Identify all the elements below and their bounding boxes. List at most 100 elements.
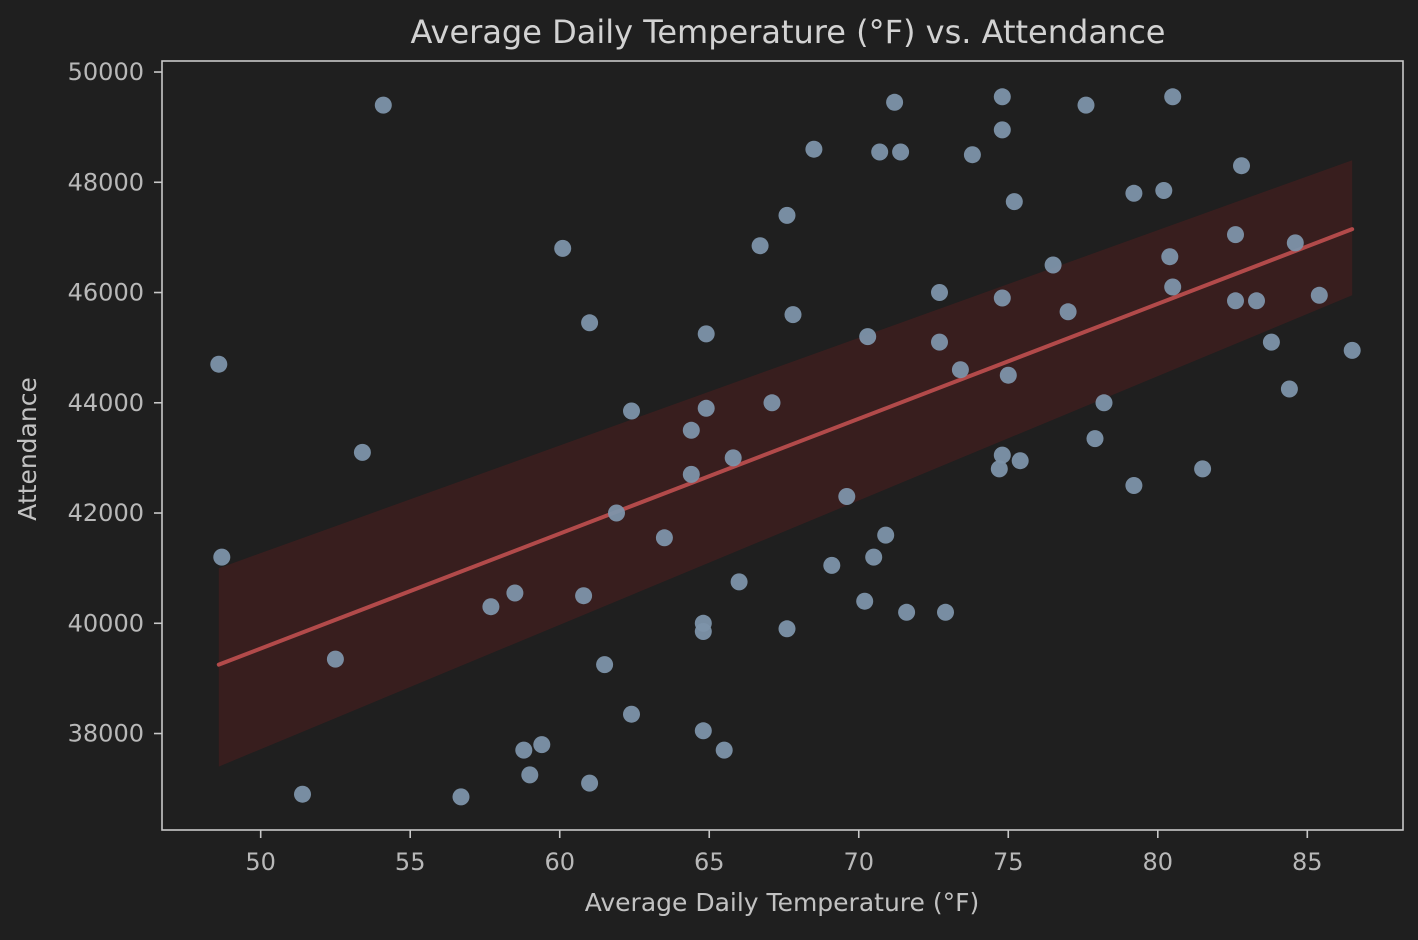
data-point-66 [1125,477,1143,494]
data-point-68 [1161,248,1179,266]
data-point-53 [993,88,1011,106]
data-point-48 [931,333,948,351]
data-point-51 [963,146,981,164]
y-tick-label-38000: 38000 [68,720,144,748]
data-point-15 [581,774,599,792]
data-point-76 [1262,333,1280,351]
data-point-10 [521,766,539,784]
data-point-22 [682,465,700,483]
data-point-37 [823,556,841,574]
data-point-73 [1227,292,1244,310]
data-point-43 [877,526,895,544]
y-axis-ticks: 38000 40000 42000 44000 46000 48000 50000 [68,58,162,748]
data-point-59 [1011,452,1029,470]
data-point-5 [374,96,392,114]
data-point-55 [993,289,1011,307]
x-tick-label-75: 75 [993,848,1024,876]
data-point-54 [993,121,1011,139]
x-tick-label-60: 60 [544,848,575,876]
data-point-80 [1343,341,1361,359]
data-point-30 [730,573,748,591]
data-point-12 [554,239,572,257]
x-tick-label-85: 85 [1292,848,1323,876]
data-point-52 [990,460,1008,478]
data-point-74 [1233,157,1250,175]
axes-frame [161,60,1404,831]
data-point-24 [694,623,712,640]
x-tick-label-50: 50 [245,848,276,876]
data-point-7 [482,598,500,616]
data-point-34 [778,620,796,638]
data-point-6 [452,788,470,806]
data-point-11 [533,736,551,754]
data-point-1 [213,548,231,566]
data-point-69 [1164,88,1182,106]
x-axis-label: Average Daily Temperature (°F) [585,888,980,917]
y-tick-label-48000: 48000 [68,168,144,196]
data-point-26 [697,325,715,343]
data-point-9 [515,741,533,759]
y-tick-label-44000: 44000 [68,389,144,417]
data-point-20 [655,529,673,547]
data-point-57 [999,366,1017,384]
x-tick-label-70: 70 [843,848,874,876]
data-point-42 [871,143,889,161]
data-point-8 [506,584,524,602]
data-point-4 [353,443,371,461]
y-tick-label-42000: 42000 [68,499,144,527]
x-tick-label-80: 80 [1143,848,1174,876]
regression-line-layer [216,227,1355,667]
data-point-50 [951,361,969,379]
data-point-13 [575,587,593,605]
data-point-67 [1155,182,1173,199]
data-point-49 [937,603,954,621]
data-point-17 [608,504,625,522]
data-point-16 [596,656,614,674]
data-point-64 [1095,394,1113,412]
data-point-31 [751,237,769,255]
data-point-27 [697,399,715,417]
data-point-19 [623,705,640,723]
y-tick-label-46000: 46000 [68,279,144,307]
data-point-45 [892,143,910,161]
data-point-62 [1077,96,1095,114]
data-point-63 [1086,430,1104,448]
data-point-70 [1164,278,1182,296]
data-point-56 [993,446,1011,464]
data-point-58 [1005,193,1023,211]
data-point-75 [1248,292,1265,310]
data-point-60 [1044,256,1062,274]
regression-line [216,227,1355,667]
data-point-71 [1194,460,1212,478]
x-axis-ticks: 50 55 60 65 70 75 80 85 [245,830,1323,876]
chart-title: Average Daily Temperature (°F) vs. Atten… [411,13,1166,51]
x-tick-label-55: 55 [395,848,426,876]
data-point-0 [210,355,228,373]
data-point-78 [1286,234,1304,252]
data-point-38 [838,488,856,505]
data-point-65 [1125,184,1143,202]
y-tick-label-50000: 50000 [68,58,144,86]
data-point-39 [856,592,874,610]
data-point-21 [682,421,700,439]
data-point-79 [1310,286,1328,304]
data-point-36 [805,140,823,158]
data-point-61 [1059,303,1077,321]
data-point-35 [784,306,802,324]
data-point-25 [694,722,712,740]
y-axis-label: Attendance [13,377,42,521]
data-points-layer [210,88,1361,806]
data-point-18 [623,402,640,420]
data-point-14 [581,314,599,332]
data-point-28 [715,741,733,759]
data-point-2 [294,785,311,803]
x-tick-label-65: 65 [694,848,725,876]
data-point-77 [1280,380,1298,398]
data-point-40 [859,328,877,346]
data-point-46 [898,603,916,621]
data-point-32 [763,394,781,412]
data-point-47 [931,284,948,301]
data-point-44 [886,93,904,111]
